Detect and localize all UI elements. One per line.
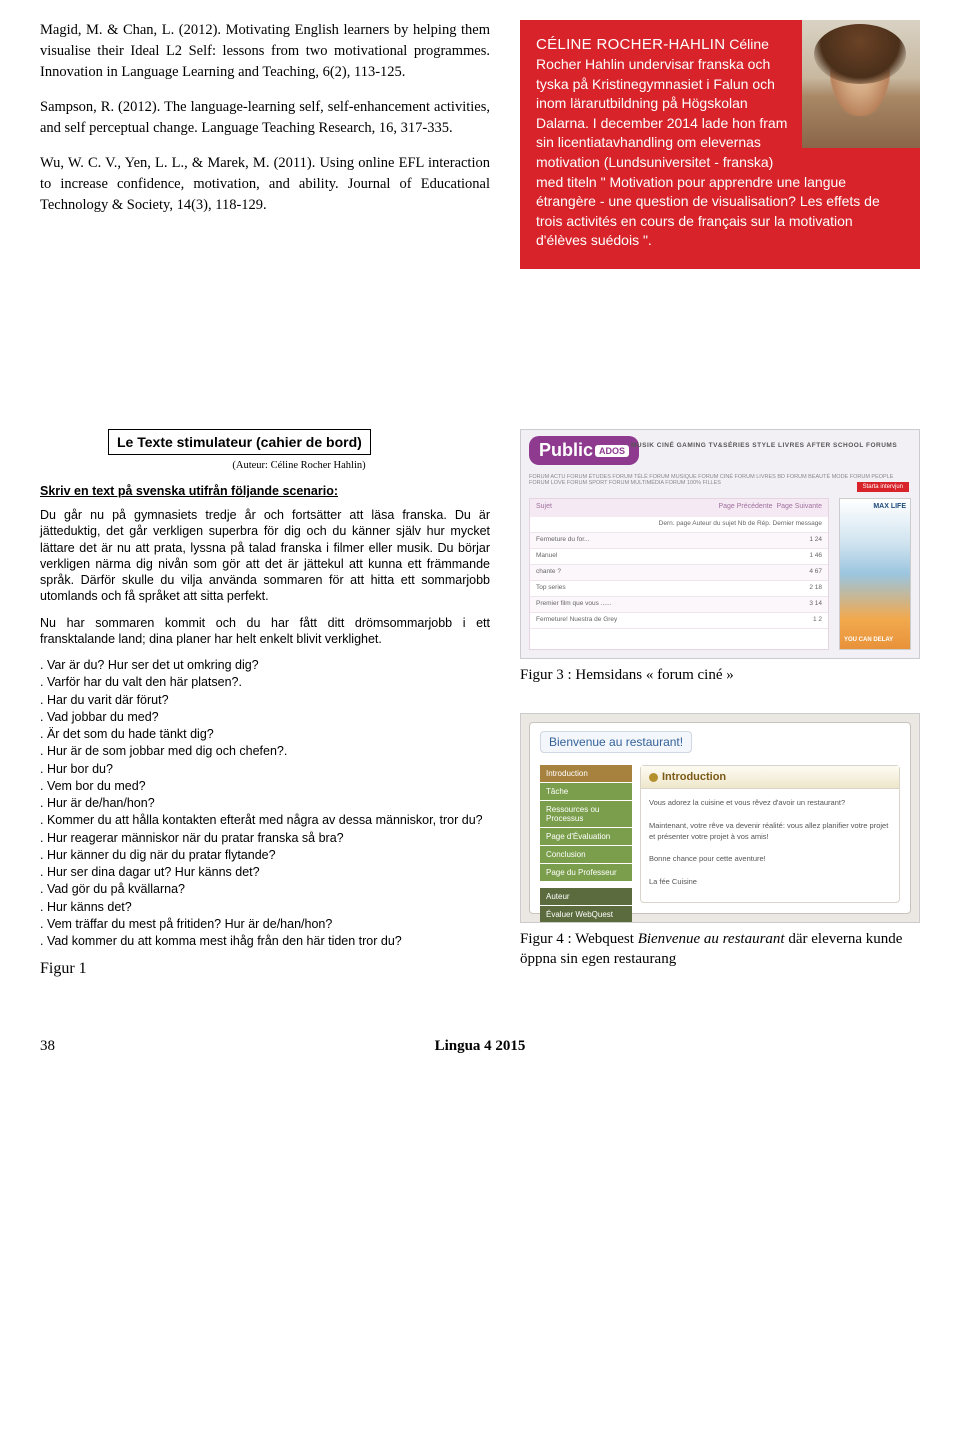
wq-side-item: Page d'Évaluation: [540, 828, 632, 845]
wq-side-intro: Introduction: [540, 765, 632, 782]
wq-body-line: Bonne chance pour cette aventure!: [649, 853, 891, 864]
side-ad: MAX LIFE YOU CAN DELAY: [839, 498, 911, 650]
stimulus-title: Le Texte stimulateur (cahier de bord): [117, 434, 362, 450]
forum-meta-row: Dern. page Auteur du sujet Nb de Rép. De…: [530, 517, 828, 533]
stimulus-author: (Auteur: Céline Rocher Hahlin): [108, 459, 490, 473]
public-logo: PublicADOS: [529, 436, 639, 465]
wq-side-item: Ressources ou Processus: [540, 801, 632, 827]
figure4-image: Bienvenue au restaurant! Introduction Tâ…: [520, 713, 920, 923]
wq-side-item: Évaluer WebQuest: [540, 906, 632, 923]
question-item: . Var är du? Hur ser det ut omkring dig?: [40, 657, 490, 673]
wq-body-line: Maintenant, votre rêve va devenir réalit…: [649, 820, 891, 843]
ados-badge: ADOS: [595, 445, 629, 457]
question-item: . Vad jobbar du med?: [40, 709, 490, 725]
question-item: . Har du varit där förut?: [40, 692, 490, 708]
question-item: . Kommer du att hålla kontakten efteråt …: [40, 812, 490, 828]
forum-row: Manuel1 46: [530, 549, 828, 565]
wq-body-line: Vous adorez la cuisine et vous rêvez d'a…: [649, 797, 891, 808]
reference-entry: Magid, M. & Chan, L. (2012). Motivating …: [40, 20, 490, 83]
question-item: . Hur är de/han/hon?: [40, 795, 490, 811]
question-item: . Hur ser dina dagar ut? Hur känns det?: [40, 864, 490, 880]
start-button: Starta intervjun: [857, 482, 909, 492]
stimulus-paragraph: Nu har sommaren kommit och du har fått d…: [40, 615, 490, 648]
webquest-main-header: Introduction: [641, 766, 899, 789]
webquest-main-body: Vous adorez la cuisine et vous rêvez d'a…: [641, 789, 899, 895]
references-column: Magid, M. & Chan, L. (2012). Motivating …: [40, 20, 490, 269]
author-name: CÉLINE ROCHER-HAHLIN: [536, 36, 725, 53]
magazine-label: Lingua 4 2015: [80, 1038, 880, 1055]
forum-row: Top series2 18: [530, 581, 828, 597]
question-list: . Var är du? Hur ser det ut omkring dig?…: [40, 657, 490, 949]
ad-top-text: MAX LIFE: [844, 503, 906, 510]
forum-row: Fermeture du for...1 24: [530, 533, 828, 549]
wq-body-line: La fée Cuisine: [649, 876, 891, 887]
wq-side-item: Conclusion: [540, 846, 632, 863]
question-item: . Hur bor du?: [40, 761, 490, 777]
reference-entry: Sampson, R. (2012). The language-learnin…: [40, 97, 490, 139]
question-item: . Vem bor du med?: [40, 778, 490, 794]
webquest-inner: Bienvenue au restaurant! Introduction Tâ…: [529, 722, 911, 914]
wq-side-item: Tâche: [540, 783, 632, 800]
stimulus-column: Le Texte stimulateur (cahier de bord) (A…: [40, 429, 490, 980]
wq-side-item: Page du Professeur: [540, 864, 632, 881]
stimulus-title-box: Le Texte stimulateur (cahier de bord): [108, 429, 371, 455]
question-item: . Vem träffar du mest på fritiden? Hur ä…: [40, 916, 490, 932]
figure4-caption: Figur 4 : Webquest Bienvenue au restaura…: [520, 929, 920, 970]
figure3-caption: Figur 3 : Hemsidans « forum ciné »: [520, 665, 920, 685]
question-item: . Vad kommer du att komma mest ihåg från…: [40, 933, 490, 949]
forum-row: Fermeture! Nuestra de Grey1 2: [530, 613, 828, 629]
question-item: . Hur känner du dig när du pratar flytan…: [40, 847, 490, 863]
ad-bottom-text: YOU CAN DELAY: [844, 637, 906, 643]
forum-row: Premier film que vous ......3 14: [530, 597, 828, 613]
figures-column: PublicADOS MUSIK CINÉ GAMING TV&SÉRIES S…: [520, 429, 920, 998]
forum-block: Sujet Page Précédente Page Suivante Dern…: [529, 498, 829, 650]
webquest-main: Introduction Vous adorez la cuisine et v…: [640, 765, 900, 903]
author-photo: [802, 20, 920, 148]
question-item: . Är det som du hade tänkt dig?: [40, 726, 490, 742]
webquest-title: Bienvenue au restaurant!: [540, 731, 692, 753]
webquest-sidebar: Introduction Tâche Ressources ou Process…: [540, 765, 632, 903]
header-right: Page Précédente Page Suivante: [718, 503, 822, 513]
figure1-label: Figur 1: [40, 959, 490, 980]
page-number: 38: [40, 1038, 80, 1055]
author-bio-box: CÉLINE ROCHER-HAHLIN Céline Rocher Hahli…: [520, 20, 920, 269]
question-item: . Varför har du valt den här platsen?.: [40, 674, 490, 690]
stimulus-paragraph: Du går nu på gymnasiets tredje år och fo…: [40, 507, 490, 605]
forum-row: chante ?4 67: [530, 565, 828, 581]
page-footer: 38 Lingua 4 2015: [40, 1038, 920, 1055]
wq-side-item: Auteur: [540, 888, 632, 905]
header-left: Sujet: [536, 503, 552, 513]
question-item: . Hur reagerar människor när du pratar f…: [40, 830, 490, 846]
question-item: . Hur är de som jobbar med dig och chefe…: [40, 743, 490, 759]
reference-entry: Wu, W. C. V., Yen, L. L., & Marek, M. (2…: [40, 153, 490, 216]
dot-icon: [649, 773, 658, 782]
question-item: . Hur känns det?: [40, 899, 490, 915]
nav-row: MUSIK CINÉ GAMING TV&SÉRIES STYLE LIVRES…: [631, 442, 911, 449]
logo-text: Public: [539, 440, 593, 460]
nav-row-2: FORUM ACTU FORUM ÉTUDES FORUM TÉLÉ FORUM…: [529, 474, 911, 486]
question-item: . Vad gör du på kvällarna?: [40, 881, 490, 897]
forum-header: Sujet Page Précédente Page Suivante: [530, 499, 828, 517]
stimulus-subtitle: Skriv en text på svenska utifrån följand…: [40, 483, 490, 499]
figure3-image: PublicADOS MUSIK CINÉ GAMING TV&SÉRIES S…: [520, 429, 920, 659]
